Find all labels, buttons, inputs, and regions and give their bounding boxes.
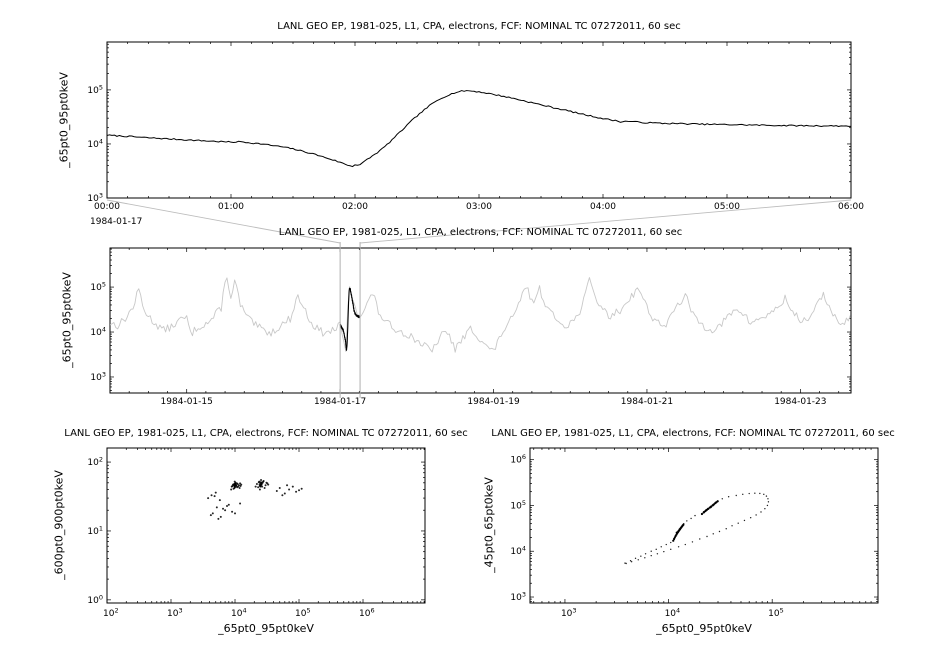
svg-text:105: 105 xyxy=(87,83,103,96)
svg-text:02:00: 02:00 xyxy=(342,202,368,212)
svg-text:105: 105 xyxy=(295,607,311,620)
svg-text:101: 101 xyxy=(87,524,103,537)
series-scatter-600-900 xyxy=(207,478,303,520)
svg-text:06:00: 06:00 xyxy=(838,202,864,212)
y-axis-label-scatter-right: _45pt0_65pt0keV xyxy=(482,477,496,573)
x-axis-label-scatter-right: _65pt0_95pt0keV xyxy=(656,622,752,635)
svg-text:104: 104 xyxy=(510,545,526,558)
chart-scatter-600-900: 102 103 104 105 106 100 101 102 xyxy=(87,447,426,619)
svg-text:1984-01-21: 1984-01-21 xyxy=(621,397,673,407)
tick-labels-scatter-45-65: 103 104 105 103 104 105 106 xyxy=(510,453,783,619)
svg-text:00:00: 00:00 xyxy=(94,202,120,212)
ticks-context-timeseries xyxy=(109,248,851,393)
svg-text:104: 104 xyxy=(90,326,106,339)
svg-text:1984-01-19: 1984-01-19 xyxy=(467,397,520,407)
svg-text:105: 105 xyxy=(768,607,784,620)
tick-labels-context-timeseries: 1984-01-15 1984-01-17 1984-01-19 1984-01-21… xyxy=(90,281,826,407)
svg-text:1984-01-15: 1984-01-15 xyxy=(161,397,213,407)
svg-text:103: 103 xyxy=(90,370,106,383)
svg-text:102: 102 xyxy=(87,456,103,469)
zoom-plot-area[interactable] xyxy=(107,42,851,198)
svg-text:105: 105 xyxy=(510,499,526,512)
chart-title-zoom: LANL GEO EP, 1981-025, L1, CPA, electron… xyxy=(277,21,681,32)
svg-text:05:00: 05:00 xyxy=(714,202,740,212)
y-axis-label-scatter-left: _600pt0_900pt0keV xyxy=(52,470,66,580)
svg-text:103: 103 xyxy=(167,607,183,620)
svg-text:102: 102 xyxy=(103,607,119,620)
svg-text:105: 105 xyxy=(90,281,106,294)
context-plot-area[interactable] xyxy=(110,248,851,393)
svg-text:103: 103 xyxy=(510,591,526,604)
series-context-timeseries xyxy=(110,277,851,353)
svg-text:104: 104 xyxy=(665,607,681,620)
svg-text:01:00: 01:00 xyxy=(218,202,244,212)
svg-text:1984-01-23: 1984-01-23 xyxy=(774,397,826,407)
chart-zoom-timeseries: 00:00 01:00 02:00 03:00 04:00 05:00 06:00 103 10… xyxy=(87,41,864,212)
tick-labels-zoom-timeseries: 00:00 01:00 02:00 03:00 04:00 05:00 06:00 103 10… xyxy=(87,83,864,212)
x-axis-label-scatter-left: _65pt0_95pt0keV xyxy=(218,622,314,635)
chart-title-scatter-left: LANL GEO EP, 1981-025, L1, CPA, electron… xyxy=(64,428,468,439)
ticks-scatter-45-65 xyxy=(530,448,878,603)
scatter-left-plot-area[interactable] xyxy=(107,448,425,603)
svg-text:103: 103 xyxy=(561,607,577,620)
svg-text:100: 100 xyxy=(87,593,103,606)
svg-text:04:00: 04:00 xyxy=(590,202,616,212)
zoom-connector-lines xyxy=(106,199,852,244)
ticks-zoom-timeseries xyxy=(106,42,852,199)
zoom-selection[interactable] xyxy=(339,242,361,398)
series-zoom-timeseries xyxy=(107,90,851,168)
series-scatter-45-65 xyxy=(624,492,770,565)
scatter-right-plot-area[interactable] xyxy=(530,448,878,603)
chart-title-context: LANL GEO EP, 1981-025, L1, CPA, electron… xyxy=(278,227,683,238)
chart-title-scatter-right: LANL GEO EP, 1981-025, L1, CPA, electron… xyxy=(491,428,895,439)
ticks-scatter-600-900 xyxy=(106,448,425,604)
y-axis-label-zoom: _65pt0_95pt0keV xyxy=(57,72,71,168)
svg-text:104: 104 xyxy=(87,137,103,150)
tick-labels-scatter-600-900: 102 103 104 105 106 100 101 102 xyxy=(87,456,374,619)
svg-text:03:00: 03:00 xyxy=(466,202,492,212)
svg-text:106: 106 xyxy=(359,607,375,620)
svg-text:106: 106 xyxy=(510,453,526,466)
date-annotation: 1984-01-17 xyxy=(90,217,143,227)
y-axis-label-context: _65pt0_95pt0keV xyxy=(60,272,74,368)
chart-scatter-45-65: 103 104 105 103 104 105 106 xyxy=(510,447,879,619)
chart-context-timeseries: 1984-01-15 1984-01-17 1984-01-19 1984-01-21… xyxy=(90,242,852,407)
svg-text:104: 104 xyxy=(231,607,247,620)
svg-text:1984-01-17: 1984-01-17 xyxy=(314,397,366,407)
svg-text:103: 103 xyxy=(87,192,103,205)
